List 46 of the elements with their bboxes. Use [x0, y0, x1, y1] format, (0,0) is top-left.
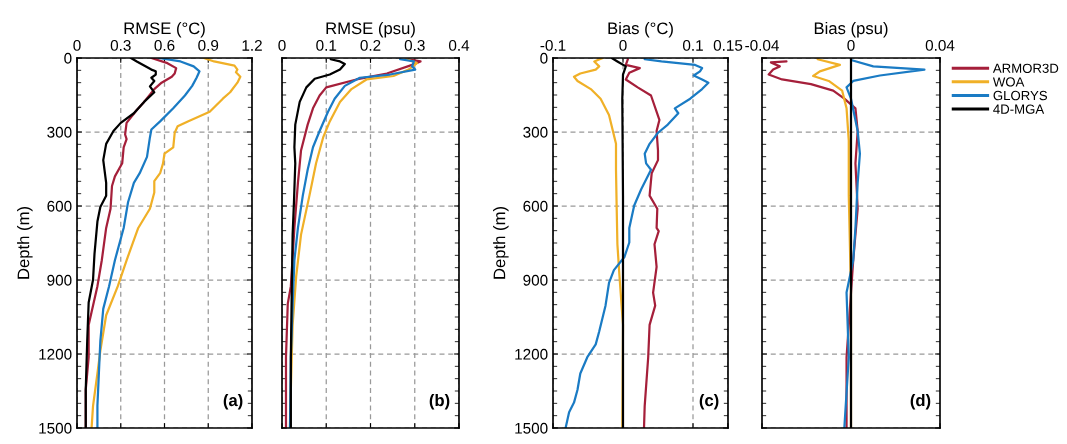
x-tick-label: 0.1	[682, 40, 703, 51]
x-axis-title: RMSE (°C)	[124, 21, 205, 38]
y-tick-label: 600	[47, 200, 72, 212]
y-tick-label: 0	[64, 52, 72, 64]
x-tick-label: -0.04	[745, 40, 779, 51]
annotation: (c)	[699, 393, 719, 410]
x-tick-label: 0	[73, 40, 81, 51]
x-tick-label: 1.2	[242, 40, 262, 51]
x-tick-label: 0.04	[925, 40, 955, 51]
x-axis-title: Bias (psu)	[814, 21, 888, 38]
y-tick-label: 600	[523, 200, 548, 212]
x-axis-title: Bias (°C)	[608, 21, 673, 38]
x-tick-label: 0.3	[110, 40, 131, 51]
x-tick-label: 0.15	[713, 40, 743, 51]
legend-label: 4D-MGA	[993, 104, 1045, 114]
y-tick-label: 1500	[515, 422, 548, 434]
x-tick-label: -0.1	[540, 40, 566, 51]
x-tick-label: 0	[278, 40, 286, 51]
y-tick-label: 1200	[39, 348, 72, 360]
x-tick-label: 0.3	[404, 40, 425, 51]
y-axis-title: Depth (m)	[17, 206, 33, 279]
legend-label: ARMOR3D	[992, 63, 1059, 73]
x-axis-title: RMSE (psu)	[326, 21, 415, 38]
y-axis-title: Depth (m)	[493, 206, 509, 279]
x-tick-label: 0.9	[198, 40, 219, 51]
line-series	[90, 58, 242, 428]
x-tick-label: 0.1	[316, 40, 337, 51]
annotation: (b)	[429, 393, 450, 410]
y-tick-label: 1200	[515, 348, 548, 360]
x-tick-label: 0	[847, 40, 855, 51]
annotation: (a)	[223, 393, 243, 410]
legend-label: WOA	[992, 77, 1025, 87]
annotation: (d)	[910, 393, 931, 410]
y-tick-label: 300	[523, 126, 548, 138]
x-tick-label: 0.4	[448, 40, 470, 51]
x-tick-label: 0	[619, 40, 627, 51]
y-tick-label: 0	[540, 52, 548, 64]
line-series	[624, 58, 661, 428]
y-tick-label: 1500	[39, 422, 72, 434]
y-tick-label: 900	[523, 274, 548, 286]
y-tick-label: 900	[47, 274, 72, 286]
y-tick-label: 300	[47, 126, 72, 138]
legend-label: GLORYS	[993, 90, 1048, 101]
x-tick-label: 0.6	[154, 40, 175, 51]
line-series	[96, 58, 201, 428]
x-tick-label: 0.2	[360, 40, 381, 51]
